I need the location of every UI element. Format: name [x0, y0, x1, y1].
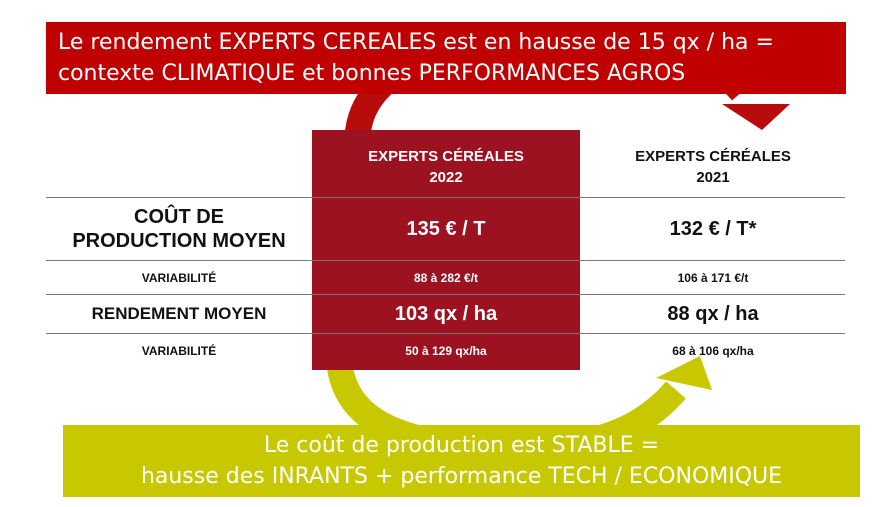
bottom-banner-line1: Le coût de production est STABLE = — [263, 433, 660, 458]
top-banner-line1: Le rendement EXPERTS CEREALES est en hau… — [58, 30, 774, 55]
cell-2021-variabilite-cout: 106 à 171 €/t — [677, 270, 749, 285]
bottom-banner: Le coût de production est STABLE = hauss… — [63, 425, 860, 497]
column-header-2021-line1: EXPERTS CÉRÉALES — [635, 148, 791, 165]
column-header-2022-line2: 2022 — [429, 169, 463, 186]
cell-2021-rendement: 88 qx / ha — [667, 303, 759, 325]
cell-2021-cout: 132 € / T* — [669, 218, 757, 240]
top-banner: Le rendement EXPERTS CEREALES est en hau… — [46, 22, 846, 94]
cell-2021-variabilite-rendement: 68 à 106 qx/ha — [672, 344, 754, 358]
yellow-arrow-head — [656, 356, 712, 390]
row-label-variabilite-cout: VARIABILITÉ — [141, 270, 217, 285]
cell-2022-rendement: 103 qx / ha — [394, 303, 498, 325]
top-banner-line2: contexte CLIMATIQUE et bonnes PERFORMANC… — [58, 61, 686, 86]
table-divider — [46, 260, 845, 261]
red-arrow-head — [722, 104, 790, 130]
cell-2022-variabilite-rendement: 50 à 129 qx/ha — [405, 344, 487, 358]
table-divider — [46, 333, 845, 334]
table-divider — [46, 294, 845, 295]
cell-2022-cout: 135 € / T — [406, 218, 486, 240]
cell-2022-variabilite-cout: 88 à 282 €/t — [413, 270, 479, 285]
row-label-line1: COÛT DE — [134, 206, 224, 228]
row-label-variabilite-rendement: VARIABILITÉ — [141, 344, 217, 358]
row-label-cout-production: COÛT DE PRODUCTION MOYEN — [46, 198, 312, 260]
row-label-line2: PRODUCTION MOYEN — [72, 230, 286, 252]
bottom-banner-line2: hausse des INRANTS + performance TECH / … — [140, 464, 783, 489]
column-header-2022: EXPERTS CÉRÉALES 2022 — [312, 146, 580, 188]
row-label-rendement: RENDEMENT MOYEN — [91, 304, 267, 323]
column-header-2022-line1: EXPERTS CÉRÉALES — [368, 148, 524, 165]
column-2022-highlight — [312, 130, 580, 370]
table-divider — [46, 197, 845, 198]
column-header-2021-line2: 2021 — [696, 169, 730, 186]
column-header-2021: EXPERTS CÉRÉALES 2021 — [582, 146, 844, 188]
